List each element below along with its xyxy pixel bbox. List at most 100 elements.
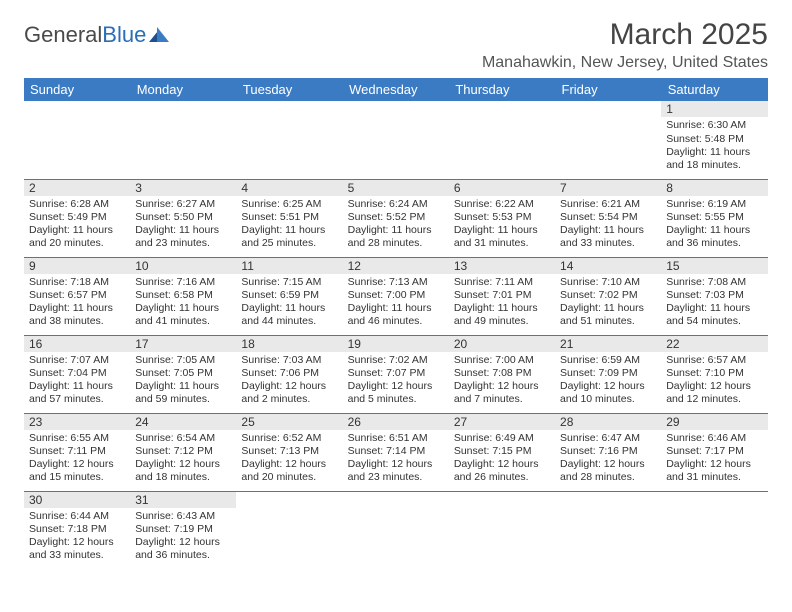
header: GeneralBlue March 2025 Manahawkin, New J…	[24, 18, 768, 72]
weekday-header: Friday	[555, 78, 661, 101]
day-details: Sunrise: 6:24 AMSunset: 5:52 PMDaylight:…	[343, 196, 449, 254]
day-number: 19	[343, 336, 449, 352]
day-number: 6	[449, 180, 555, 196]
day-details: Sunrise: 6:59 AMSunset: 7:09 PMDaylight:…	[555, 352, 661, 410]
day-number: 26	[343, 414, 449, 430]
weekday-header: Monday	[130, 78, 236, 101]
day-line-daylight2: and 18 minutes.	[135, 471, 231, 484]
day-number: 9	[24, 258, 130, 274]
day-details: Sunrise: 7:15 AMSunset: 6:59 PMDaylight:…	[236, 274, 342, 332]
day-line-daylight1: Daylight: 11 hours	[135, 380, 231, 393]
calendar-cell: 10Sunrise: 7:16 AMSunset: 6:58 PMDayligh…	[130, 257, 236, 335]
calendar-cell: 11Sunrise: 7:15 AMSunset: 6:59 PMDayligh…	[236, 257, 342, 335]
day-line-sunset: Sunset: 7:15 PM	[454, 445, 550, 458]
day-line-sunrise: Sunrise: 6:52 AM	[241, 432, 337, 445]
day-line-daylight2: and 28 minutes.	[348, 237, 444, 250]
day-line-daylight1: Daylight: 12 hours	[135, 458, 231, 471]
day-line-sunrise: Sunrise: 6:28 AM	[29, 198, 125, 211]
day-details: Sunrise: 7:16 AMSunset: 6:58 PMDaylight:…	[130, 274, 236, 332]
day-details: Sunrise: 7:07 AMSunset: 7:04 PMDaylight:…	[24, 352, 130, 410]
day-number: 29	[661, 414, 767, 430]
calendar-cell: 28 Sunrise: 6:47 AMSunset: 7:16 PMDayligh…	[555, 413, 661, 491]
day-details: Sunrise: 7:05 AMSunset: 7:05 PMDaylight:…	[130, 352, 236, 410]
calendar-cell	[449, 491, 555, 569]
day-line-sunrise: Sunrise: 6:30 AM	[666, 119, 762, 132]
day-line-sunset: Sunset: 5:54 PM	[560, 211, 656, 224]
day-line-daylight2: and 5 minutes.	[348, 393, 444, 406]
day-line-daylight1: Daylight: 12 hours	[560, 458, 656, 471]
day-line-sunset: Sunset: 7:19 PM	[135, 523, 231, 536]
calendar-cell: 15Sunrise: 7:08 AMSunset: 7:03 PMDayligh…	[661, 257, 767, 335]
calendar-week: 1Sunrise: 6:30 AMSunset: 5:48 PMDaylight…	[24, 101, 768, 179]
day-line-daylight1: Daylight: 11 hours	[29, 380, 125, 393]
day-line-daylight2: and 51 minutes.	[560, 315, 656, 328]
day-details: Sunrise: 6:30 AMSunset: 5:48 PMDaylight:…	[661, 117, 767, 175]
day-number: 21	[555, 336, 661, 352]
day-line-sunrise: Sunrise: 7:00 AM	[454, 354, 550, 367]
title-block: March 2025 Manahawkin, New Jersey, Unite…	[482, 18, 768, 72]
day-line-daylight1: Daylight: 11 hours	[135, 224, 231, 237]
day-line-sunset: Sunset: 7:13 PM	[241, 445, 337, 458]
day-line-sunrise: Sunrise: 6:27 AM	[135, 198, 231, 211]
day-details: Sunrise: 7:03 AMSunset: 7:06 PMDaylight:…	[236, 352, 342, 410]
day-details: Sunrise: 6:49 AMSunset: 7:15 PMDaylight:…	[449, 430, 555, 488]
weekday-header: Thursday	[449, 78, 555, 101]
weekday-header: Sunday	[24, 78, 130, 101]
day-line-sunrise: Sunrise: 7:11 AM	[454, 276, 550, 289]
day-line-sunset: Sunset: 7:00 PM	[348, 289, 444, 302]
calendar-cell	[343, 491, 449, 569]
day-line-daylight2: and 10 minutes.	[560, 393, 656, 406]
day-number: 16	[24, 336, 130, 352]
day-line-sunrise: Sunrise: 6:44 AM	[29, 510, 125, 523]
day-line-daylight2: and 54 minutes.	[666, 315, 762, 328]
day-line-sunrise: Sunrise: 7:15 AM	[241, 276, 337, 289]
day-number: 12	[343, 258, 449, 274]
day-number: 17	[130, 336, 236, 352]
day-number: 18	[236, 336, 342, 352]
day-line-sunrise: Sunrise: 6:25 AM	[241, 198, 337, 211]
day-line-daylight1: Daylight: 11 hours	[135, 302, 231, 315]
calendar-cell: 24Sunrise: 6:54 AMSunset: 7:12 PMDayligh…	[130, 413, 236, 491]
day-line-sunrise: Sunrise: 6:43 AM	[135, 510, 231, 523]
day-line-sunrise: Sunrise: 6:21 AM	[560, 198, 656, 211]
day-number: 5	[343, 180, 449, 196]
day-line-daylight2: and 36 minutes.	[135, 549, 231, 562]
day-line-sunrise: Sunrise: 7:08 AM	[666, 276, 762, 289]
day-line-sunset: Sunset: 5:51 PM	[241, 211, 337, 224]
day-details: Sunrise: 6:51 AMSunset: 7:14 PMDaylight:…	[343, 430, 449, 488]
day-line-daylight2: and 33 minutes.	[560, 237, 656, 250]
calendar-cell: 6Sunrise: 6:22 AMSunset: 5:53 PMDaylight…	[449, 179, 555, 257]
day-line-sunset: Sunset: 5:53 PM	[454, 211, 550, 224]
day-line-daylight2: and 20 minutes.	[241, 471, 337, 484]
month-title: March 2025	[482, 18, 768, 52]
day-line-sunset: Sunset: 7:05 PM	[135, 367, 231, 380]
day-number: 24	[130, 414, 236, 430]
day-details: Sunrise: 6:27 AMSunset: 5:50 PMDaylight:…	[130, 196, 236, 254]
day-line-sunrise: Sunrise: 6:47 AM	[560, 432, 656, 445]
calendar-cell	[343, 101, 449, 179]
calendar-cell	[236, 491, 342, 569]
day-number: 10	[130, 258, 236, 274]
calendar-week: 9Sunrise: 7:18 AMSunset: 6:57 PMDaylight…	[24, 257, 768, 335]
calendar-cell: 23Sunrise: 6:55 AMSunset: 7:11 PMDayligh…	[24, 413, 130, 491]
day-details: Sunrise: 7:08 AMSunset: 7:03 PMDaylight:…	[661, 274, 767, 332]
day-line-daylight2: and 33 minutes.	[29, 549, 125, 562]
calendar-cell: 22Sunrise: 6:57 AMSunset: 7:10 PMDayligh…	[661, 335, 767, 413]
day-details: Sunrise: 6:19 AMSunset: 5:55 PMDaylight:…	[661, 196, 767, 254]
day-line-daylight2: and 38 minutes.	[29, 315, 125, 328]
calendar-cell: 29Sunrise: 6:46 AMSunset: 7:17 PMDayligh…	[661, 413, 767, 491]
calendar-cell: 20Sunrise: 7:00 AMSunset: 7:08 PMDayligh…	[449, 335, 555, 413]
calendar-cell	[236, 101, 342, 179]
day-line-daylight1: Daylight: 12 hours	[241, 380, 337, 393]
day-details: Sunrise: 7:00 AMSunset: 7:08 PMDaylight:…	[449, 352, 555, 410]
day-line-sunrise: Sunrise: 6:22 AM	[454, 198, 550, 211]
calendar-cell: 19Sunrise: 7:02 AMSunset: 7:07 PMDayligh…	[343, 335, 449, 413]
day-line-sunset: Sunset: 7:16 PM	[560, 445, 656, 458]
day-number: 2	[24, 180, 130, 196]
day-line-daylight1: Daylight: 11 hours	[348, 224, 444, 237]
calendar-cell: 30Sunrise: 6:44 AMSunset: 7:18 PMDayligh…	[24, 491, 130, 569]
day-number: 23	[24, 414, 130, 430]
day-number: 28	[555, 414, 661, 430]
sail-icon	[149, 26, 171, 44]
day-line-sunset: Sunset: 7:14 PM	[348, 445, 444, 458]
